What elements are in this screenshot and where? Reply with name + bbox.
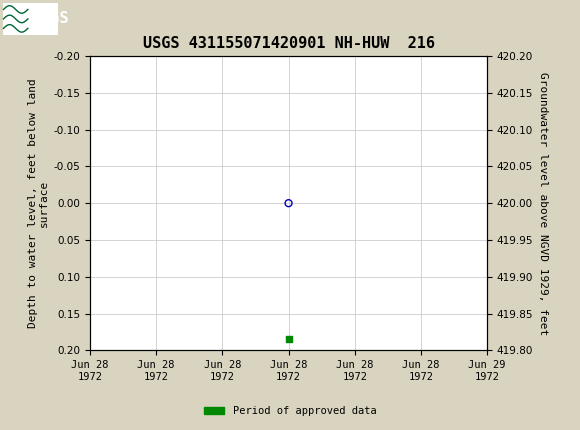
FancyBboxPatch shape xyxy=(3,3,58,35)
Legend: Period of approved data: Period of approved data xyxy=(200,402,380,421)
Y-axis label: Groundwater level above NGVD 1929, feet: Groundwater level above NGVD 1929, feet xyxy=(538,71,548,335)
Y-axis label: Depth to water level, feet below land
surface: Depth to water level, feet below land su… xyxy=(27,78,49,328)
Title: USGS 431155071420901 NH-HUW  216: USGS 431155071420901 NH-HUW 216 xyxy=(143,36,434,51)
Text: USGS: USGS xyxy=(32,12,68,26)
Point xyxy=(284,336,293,343)
Point xyxy=(284,200,293,207)
